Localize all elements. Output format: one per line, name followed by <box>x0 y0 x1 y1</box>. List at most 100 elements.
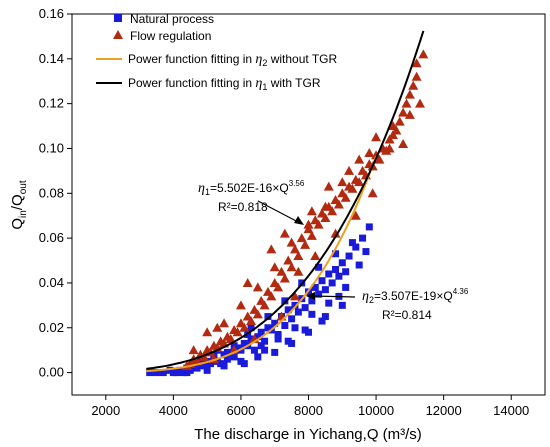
point-flow-regulation <box>188 345 199 355</box>
point-flow-regulation <box>354 177 365 187</box>
x-tick-label: 14000 <box>493 403 529 418</box>
annotation-eta2: η2=3.507E-19×Q4.36 R²=0.814 <box>306 287 469 322</box>
point-natural-process <box>261 337 269 345</box>
point-natural-process <box>308 310 316 318</box>
point-natural-process <box>173 369 181 377</box>
point-flow-regulation <box>266 291 277 301</box>
point-natural-process <box>338 301 346 309</box>
point-flow-regulation <box>286 237 297 247</box>
point-natural-process <box>223 348 231 356</box>
fit-curves <box>146 30 425 373</box>
point-flow-regulation <box>371 132 382 142</box>
point-natural-process <box>335 272 343 280</box>
y-tick-label: 0.04 <box>39 275 64 290</box>
point-flow-regulation <box>242 277 253 287</box>
point-flow-regulation <box>333 199 344 209</box>
point-flow-regulation <box>246 316 257 326</box>
point-flow-regulation <box>323 181 334 191</box>
point-flow-regulation <box>337 177 348 187</box>
y-tick-label: 0.00 <box>39 365 64 380</box>
y-tick-label: 0.12 <box>39 96 64 111</box>
annotation-eta1-arrow <box>257 200 301 224</box>
annotation-eta1-formula: η1=5.502E-16×Q3.56 <box>198 179 305 197</box>
point-flow-regulation <box>303 219 314 229</box>
annotation-eta1-arrowhead <box>294 216 304 225</box>
x-tick-label: 12000 <box>426 403 462 418</box>
x-tick-label: 10000 <box>358 403 394 418</box>
point-flow-regulation <box>273 282 284 292</box>
point-natural-process <box>200 362 208 370</box>
point-natural-process <box>288 315 296 323</box>
legend-label-eta2: Power function fitting in η2 without TGR <box>128 52 338 68</box>
point-flow-regulation <box>398 107 409 117</box>
point-natural-process <box>250 346 258 354</box>
point-natural-process <box>315 290 323 298</box>
point-natural-process <box>332 250 340 258</box>
y-tick-label: 0.02 <box>39 320 64 335</box>
point-flow-regulation <box>327 206 338 216</box>
svg-text:Qin/Qout: Qin/Qout <box>9 180 29 229</box>
point-flow-regulation <box>330 228 341 238</box>
point-flow-regulation <box>401 98 412 108</box>
point-natural-process <box>159 369 167 377</box>
point-natural-process <box>284 306 292 314</box>
point-natural-process <box>274 330 282 338</box>
point-natural-process <box>315 263 323 271</box>
point-natural-process <box>338 259 346 267</box>
point-natural-process <box>342 268 350 276</box>
point-flow-regulation <box>239 322 250 332</box>
point-flow-regulation <box>418 49 429 59</box>
legend-label-eta1: Power function fitting in η1 with TGR <box>128 76 321 92</box>
point-flow-regulation <box>212 322 223 332</box>
point-natural-process <box>284 337 292 345</box>
point-flow-regulation <box>354 154 365 164</box>
point-flow-regulation <box>235 300 246 310</box>
point-flow-regulation <box>310 251 321 261</box>
point-flow-regulation <box>283 255 294 265</box>
annotation-eta2-formula: η2=3.507E-19×Q4.36 <box>362 287 469 305</box>
legend-label-natural: Natural process <box>130 12 214 26</box>
axis-ticks: 2000 4000 6000 8000 10000 12000 14000 0.00 0.02 0… <box>39 6 530 418</box>
point-flow-regulation <box>411 58 422 68</box>
point-flow-regulation <box>293 266 304 276</box>
point-natural-process <box>332 265 340 273</box>
point-natural-process <box>254 333 262 341</box>
point-natural-process <box>281 322 289 330</box>
point-natural-process <box>281 297 289 305</box>
point-natural-process <box>193 364 201 372</box>
point-flow-regulation <box>293 251 304 261</box>
point-natural-process <box>318 317 326 325</box>
point-natural-process <box>274 335 282 343</box>
point-flow-regulation <box>225 333 236 343</box>
point-natural-process <box>271 319 279 327</box>
point-flow-regulation <box>320 201 331 211</box>
annotation-eta1: η1=5.502E-16×Q3.56 R²=0.818 <box>198 179 305 225</box>
point-flow-regulation <box>300 239 311 249</box>
annotation-eta2-arrow <box>311 295 356 298</box>
legend-marker-natural <box>114 14 122 22</box>
point-flow-regulation <box>367 188 378 198</box>
annotation-eta2-arrowhead <box>306 292 315 300</box>
x-tick-label: 8000 <box>294 403 323 418</box>
plot-frame <box>71 13 546 396</box>
point-natural-process <box>220 362 228 370</box>
x-axis-title: The discharge in Yichang,Q (m³/s) <box>194 426 422 443</box>
fit-curve-eta1 <box>146 30 425 370</box>
point-natural-process <box>257 342 265 350</box>
point-natural-process <box>342 283 350 291</box>
point-natural-process <box>257 328 265 336</box>
x-tick-label: 6000 <box>226 403 255 418</box>
point-flow-regulation <box>398 138 409 148</box>
point-flow-regulation <box>296 233 307 243</box>
point-natural-process <box>146 369 154 377</box>
point-natural-process <box>325 270 333 278</box>
point-flow-regulation <box>340 192 351 202</box>
point-flow-regulation <box>286 262 297 272</box>
point-natural-process <box>325 299 333 307</box>
point-natural-process <box>359 234 367 242</box>
point-natural-process <box>328 279 336 287</box>
point-natural-process <box>247 335 255 343</box>
legend-marker-regulation <box>113 30 123 39</box>
data-points <box>146 49 429 377</box>
